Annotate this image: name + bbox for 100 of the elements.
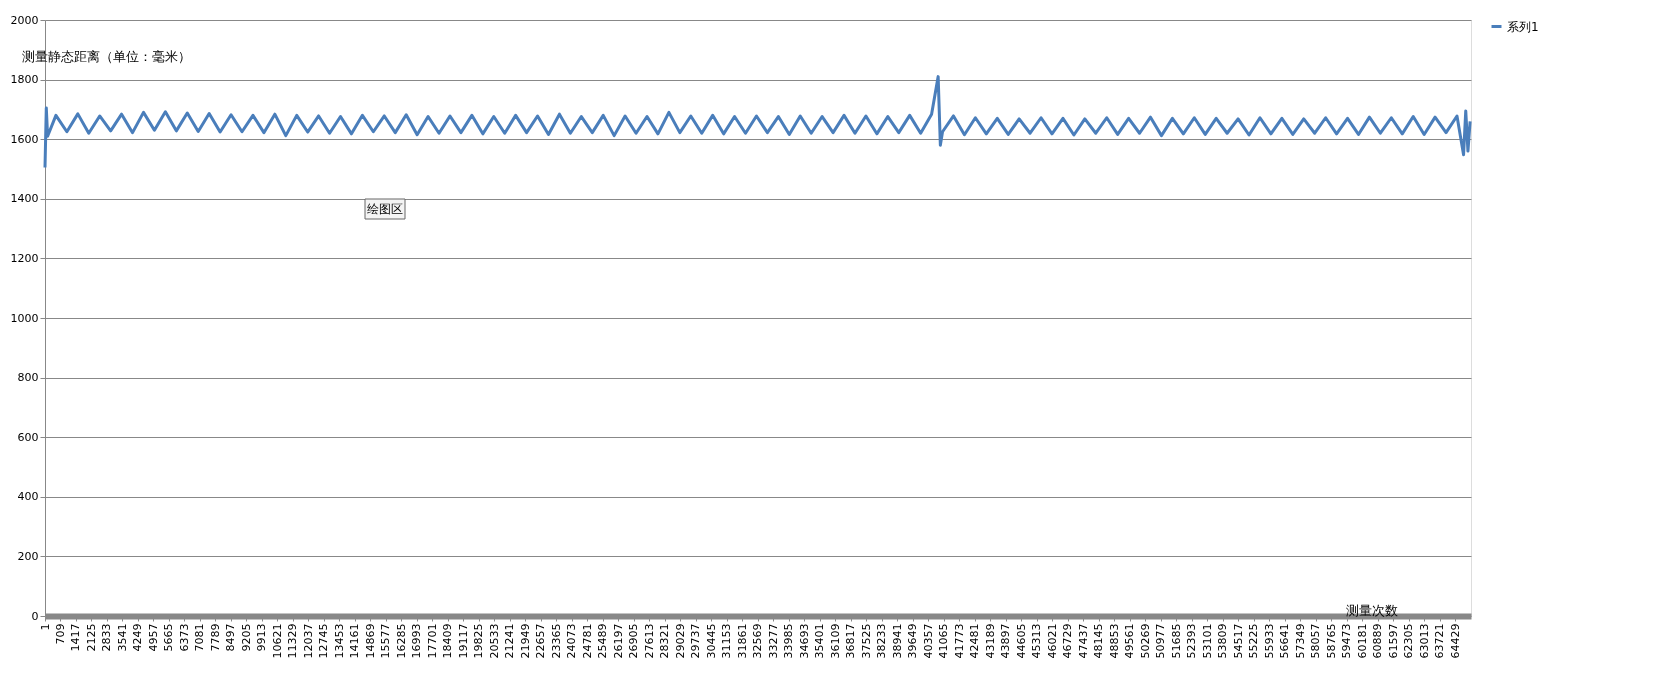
x-tick-label: 9205 xyxy=(239,623,253,652)
y-tick-label: 600 xyxy=(17,430,39,444)
y-tick-label: 1600 xyxy=(10,132,39,146)
x-tick-label: 38941 xyxy=(890,623,904,659)
x-tick-label: 2125 xyxy=(85,623,98,652)
x-tick-label: 48145 xyxy=(1092,623,1106,659)
line-series xyxy=(43,75,1472,170)
x-tick-label: 45313 xyxy=(1030,623,1044,659)
x-tick-label: 41773 xyxy=(952,623,966,659)
x-tick-label: 55225 xyxy=(1247,623,1261,659)
x-tick-label: 40357 xyxy=(921,623,935,659)
x-tick-label: 19117 xyxy=(456,623,470,659)
x-tick-label: 7081 xyxy=(193,623,207,652)
x-tick-label: 38233 xyxy=(875,623,889,659)
x-tick-label: 12745 xyxy=(317,623,331,659)
x-tick-label: 64429 xyxy=(1448,623,1462,659)
x-tick-label: 16993 xyxy=(410,623,424,659)
x-tick-label: 24781 xyxy=(580,623,594,659)
x-tick-label: 21241 xyxy=(503,623,517,659)
x-tick-label: 46729 xyxy=(1061,623,1075,659)
x-tick-label: 49561 xyxy=(1123,623,1137,659)
x-tick-label: 43897 xyxy=(999,623,1013,659)
y-tick-label: 2000 xyxy=(10,13,39,27)
x-tick-label: 36817 xyxy=(844,623,858,659)
x-tick-label: 18409 xyxy=(441,623,455,659)
x-tick-label: 26197 xyxy=(611,623,625,659)
x-tick-label: 14161 xyxy=(348,623,362,659)
x-tick-label: 28321 xyxy=(658,623,672,659)
x-tick-label: 55933 xyxy=(1262,623,1276,659)
x-tick-label: 42481 xyxy=(968,623,982,659)
x-tick-label: 10621 xyxy=(270,623,284,659)
x-tick-label: 4249 xyxy=(131,623,145,652)
x-axis-title: 测量次数 xyxy=(1345,602,1398,618)
x-tick-label: 58765 xyxy=(1324,623,1338,659)
x-tick-label: 53101 xyxy=(1200,623,1214,659)
y-tick-label: 1200 xyxy=(10,251,39,265)
x-tick-label: 25489 xyxy=(596,623,610,659)
x-tick-label: 11329 xyxy=(286,623,300,659)
x-tick-label: 24073 xyxy=(565,623,579,659)
y-tick-label: 400 xyxy=(17,490,39,504)
x-tick-label: 31861 xyxy=(735,623,749,659)
x-tick-label: 37525 xyxy=(859,623,873,659)
x-tick-label: 62305 xyxy=(1402,623,1416,659)
x-tick-label: 13453 xyxy=(332,623,346,659)
x-tick-label: 60889 xyxy=(1371,623,1385,659)
x-tick-label: 2833 xyxy=(100,623,114,652)
x-tick-label: 9913 xyxy=(255,623,269,652)
y-tick-label: 1000 xyxy=(10,311,39,325)
x-tick-label: 50269 xyxy=(1138,623,1152,659)
x-tick-label: 29029 xyxy=(673,623,687,659)
x-tick-label: 33985 xyxy=(782,623,796,659)
x-tick-label: 63013 xyxy=(1417,623,1431,659)
y-tick-label: 1800 xyxy=(10,73,39,87)
x-tick-label: 59473 xyxy=(1340,623,1354,659)
x-tick-label: 4957 xyxy=(146,623,160,652)
x-tick-label: 52393 xyxy=(1185,623,1199,659)
x-tick-label: 27613 xyxy=(642,623,656,659)
x-tick-label: 5665 xyxy=(162,623,176,652)
x-tick-label: 57349 xyxy=(1293,623,1307,659)
x-tick-label: 12037 xyxy=(301,623,315,659)
x-tick-label: 41065 xyxy=(937,623,951,659)
x-tick-label: 39649 xyxy=(906,623,920,659)
x-tick-label: 8497 xyxy=(224,623,238,652)
x-tick-label: 30445 xyxy=(704,623,718,659)
x-tick-label: 32569 xyxy=(751,623,765,659)
y-tick-label: 800 xyxy=(17,371,39,385)
y-tick-label: 200 xyxy=(17,549,39,563)
x-tick-label: 3541 xyxy=(116,623,129,652)
x-tick-label: 50977 xyxy=(1154,623,1168,659)
x-tick-label: 23365 xyxy=(549,623,563,659)
x-tick-label: 19825 xyxy=(472,623,486,659)
y-tick-label: 0 xyxy=(31,609,39,623)
x-tick-label: 31153 xyxy=(720,623,734,659)
x-tick-label: 36109 xyxy=(828,623,842,659)
x-tick-label: 22657 xyxy=(534,623,548,659)
x-tick-label: 15577 xyxy=(379,623,393,659)
x-tick-label: 34693 xyxy=(797,623,811,659)
x-tick-label: 709 xyxy=(54,623,67,645)
x-tick-label: 44605 xyxy=(1014,623,1028,659)
x-tick-label: 1 xyxy=(38,623,52,631)
x-tick-label: 58057 xyxy=(1309,623,1323,659)
y-tick-label: 1400 xyxy=(10,192,39,206)
x-tick-label: 21949 xyxy=(518,623,532,659)
text: 测量静态距离（单位：毫米） xyxy=(22,49,192,64)
x-tick-label: 6373 xyxy=(177,623,191,652)
x-tick-label: 51685 xyxy=(1169,623,1183,659)
x-tick-label: 53809 xyxy=(1216,623,1230,659)
x-tick-label: 60181 xyxy=(1355,623,1369,659)
x-tick-label: 26905 xyxy=(627,623,641,659)
x-tick-label: 54517 xyxy=(1231,623,1245,659)
x-tick-label: 47437 xyxy=(1076,623,1090,659)
x-tick-label: 56641 xyxy=(1278,623,1292,659)
x-tick-label: 63721 xyxy=(1433,623,1447,659)
x-tick-label: 61597 xyxy=(1386,623,1400,659)
annotation: 绘图区 xyxy=(367,202,403,216)
x-tick-label: 1417 xyxy=(69,623,83,652)
x-tick-label: 20533 xyxy=(487,623,501,659)
x-tick-label: 17701 xyxy=(425,623,439,659)
x-tick-label: 14869 xyxy=(363,623,377,659)
x-tick-label: 29737 xyxy=(689,623,703,659)
